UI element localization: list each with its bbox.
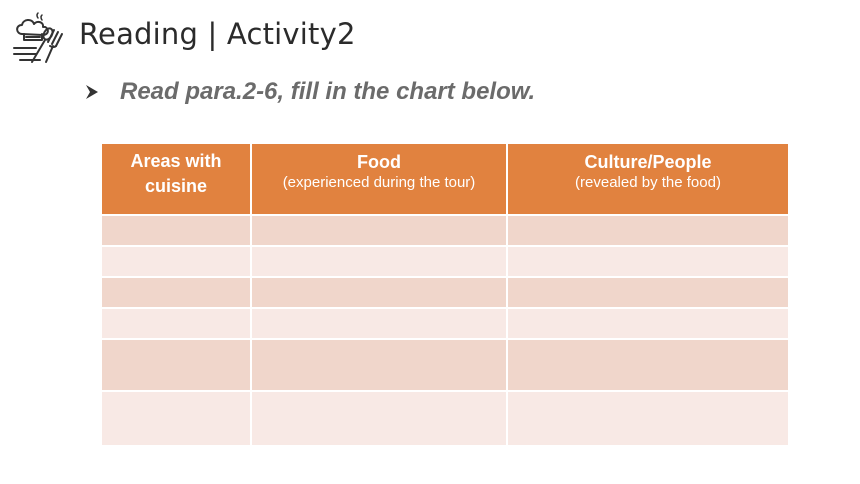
table-row — [102, 308, 788, 340]
table-cell[interactable] — [507, 308, 788, 340]
column-subtitle: (experienced during the tour) — [282, 174, 476, 191]
table-cell[interactable] — [251, 391, 508, 447]
table-cell[interactable] — [251, 277, 508, 309]
column-title: Areas with cuisine — [130, 151, 222, 196]
table-row — [102, 246, 788, 278]
table-row — [102, 277, 788, 309]
table-cell[interactable] — [102, 215, 252, 247]
table-cell[interactable] — [102, 339, 252, 392]
table-cell[interactable] — [507, 277, 788, 309]
table-cell[interactable] — [507, 391, 788, 447]
table-cell[interactable] — [507, 339, 788, 392]
table-cell[interactable] — [251, 339, 508, 392]
column-title: Food — [357, 152, 401, 172]
fill-in-chart: Areas with cuisine Food (experienced dur… — [102, 144, 788, 447]
column-header-areas: Areas with cuisine — [102, 144, 252, 216]
table-cell[interactable] — [507, 246, 788, 278]
table-cell[interactable] — [102, 308, 252, 340]
table-cell[interactable] — [102, 391, 252, 447]
table-cell[interactable] — [251, 308, 508, 340]
instruction-text: Read para.2-6, fill in the chart below. — [120, 78, 536, 105]
column-title: Culture/People — [584, 152, 712, 172]
table-cell[interactable] — [251, 215, 508, 247]
table-cell[interactable] — [102, 246, 252, 278]
arrow-bullet-icon — [86, 85, 98, 99]
table-row — [102, 215, 788, 247]
column-header-culture: Culture/People (revealed by the food) — [507, 144, 788, 216]
column-header-food: Food (experienced during the tour) — [251, 144, 508, 216]
instruction: Read para.2-6, fill in the chart below. — [84, 78, 535, 106]
table-row — [102, 391, 788, 447]
table-cell[interactable] — [507, 215, 788, 247]
table-cell[interactable] — [251, 246, 508, 278]
table-row — [102, 339, 788, 392]
chef-hat-utensils-icon — [13, 12, 63, 63]
table-cell[interactable] — [102, 277, 252, 309]
column-subtitle: (revealed by the food) — [575, 174, 721, 191]
page-title: Reading | Activity2 — [79, 17, 356, 51]
